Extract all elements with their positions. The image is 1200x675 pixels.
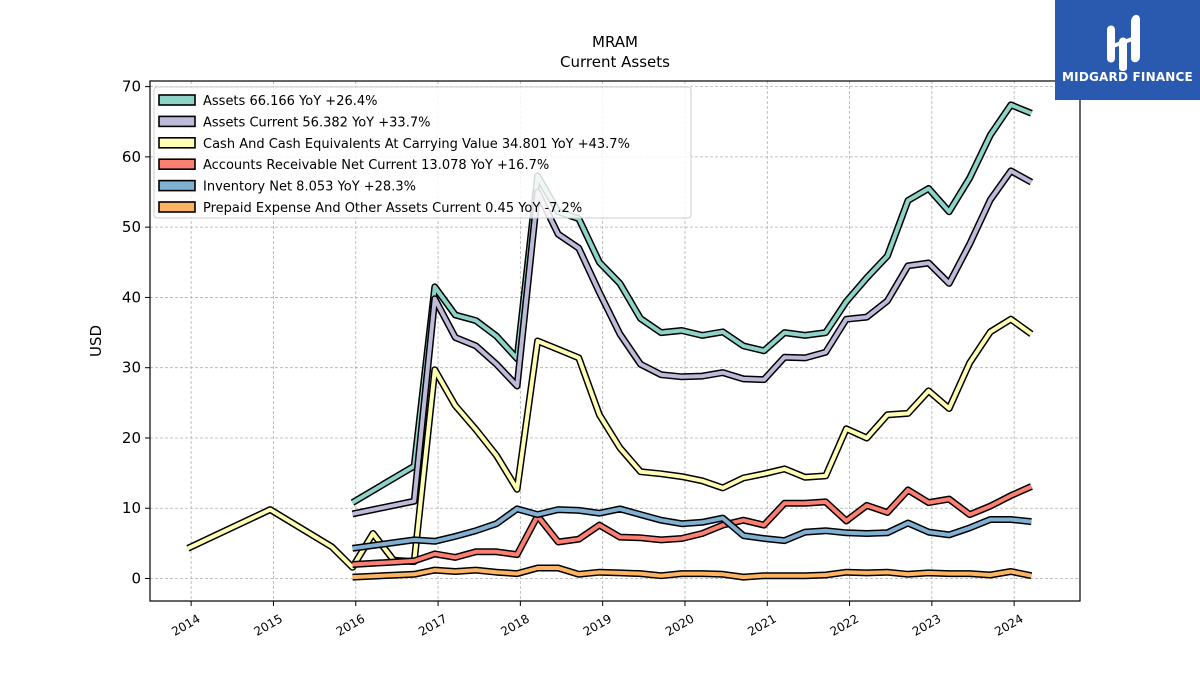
y-tick-label-6: 60 <box>122 148 141 166</box>
legend-label-4: Inventory Net 8.053 YoY +28.3% <box>203 180 416 195</box>
y-tick-label-1: 10 <box>122 499 141 517</box>
x-tick-label-10: 2024 <box>992 611 1025 638</box>
legend-swatch-1 <box>158 115 196 128</box>
legend-box <box>153 86 692 219</box>
x-tick-label-1: 2015 <box>251 611 284 638</box>
x-tick-label-6: 2020 <box>663 611 696 638</box>
brand-logo: MIDGARD FINANCE <box>1055 0 1200 100</box>
legend: Assets 66.166 YoY +26.4% Assets Current 5… <box>153 86 692 219</box>
y-tick-label-3: 30 <box>122 359 141 377</box>
legend-label-3: Accounts Receivable Net Current 13.078 Y… <box>203 158 549 173</box>
x-tick-label-8: 2022 <box>828 611 861 638</box>
x-tick-label-0: 2014 <box>169 611 202 638</box>
legend-label-2: Cash And Cash Equivalents At Carrying Va… <box>203 137 630 152</box>
legend-swatch-3 <box>158 158 196 170</box>
y-tick-label-0: 0 <box>131 570 141 588</box>
series-outline-4 <box>352 505 1032 552</box>
legend-swatch-0 <box>158 94 196 106</box>
legend-swatch-4 <box>158 179 196 192</box>
series-line-3 <box>352 484 1033 567</box>
x-tick-label-4: 2018 <box>498 611 531 638</box>
y-axis-label: USD <box>87 325 105 357</box>
series-line-1 <box>352 168 1033 516</box>
x-tick-label-3: 2017 <box>416 611 449 638</box>
y-tick-label-2: 20 <box>122 429 141 447</box>
midgard-logo-icon <box>1055 0 1200 100</box>
y-tick-label-7: 70 <box>122 78 141 96</box>
series-outline-1 <box>351 167 1034 518</box>
y-tick-label-4: 40 <box>122 288 141 306</box>
legend-swatch-2 <box>158 137 196 149</box>
legend-swatch-5 <box>158 201 196 213</box>
x-tick-label-5: 2019 <box>581 611 614 638</box>
y-tick-label-5: 50 <box>122 218 141 236</box>
chart-subtitle: Current Assets <box>560 53 670 71</box>
x-tick-label-7: 2021 <box>745 611 778 638</box>
x-tick-label-2: 2016 <box>334 611 367 638</box>
x-tick-label-9: 2023 <box>910 611 943 638</box>
legend-label-1: Assets Current 56.382 YoY +33.7% <box>203 115 430 130</box>
series-line-4 <box>352 506 1032 551</box>
chart-title: MRAM <box>592 33 638 51</box>
legend-label-0: Assets 66.166 YoY +26.4% <box>203 94 378 109</box>
legend-label-5: Prepaid Expense And Other Assets Current… <box>203 201 582 216</box>
plot-frame <box>149 80 1081 602</box>
series-line-5 <box>352 566 1032 580</box>
brand-name: MIDGARD FINANCE <box>1062 70 1193 84</box>
series-line-0 <box>351 102 1033 505</box>
series-lines <box>186 101 1034 581</box>
